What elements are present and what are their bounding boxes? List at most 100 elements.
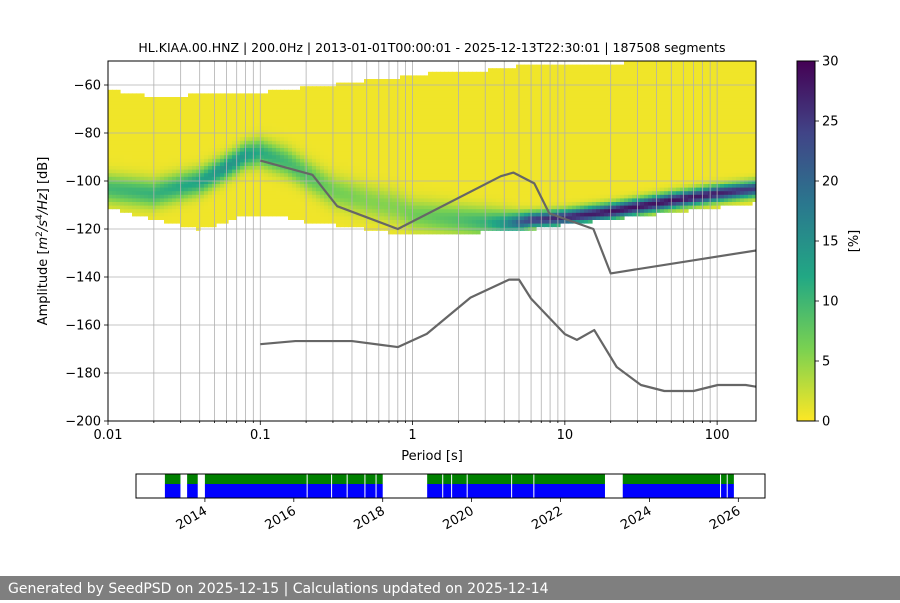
- density-cell: [568, 111, 573, 115]
- density-cell: [228, 201, 233, 205]
- density-cell: [384, 140, 389, 144]
- density-cell: [352, 122, 357, 126]
- density-cell: [556, 79, 561, 83]
- density-cell: [184, 151, 189, 155]
- density-cell: [252, 187, 257, 191]
- density-cell: [244, 122, 249, 126]
- density-cell: [204, 111, 209, 115]
- density-cell: [284, 126, 289, 130]
- density-cell: [376, 165, 381, 169]
- density-cell: [204, 158, 209, 162]
- density-cell: [392, 79, 397, 83]
- density-cell: [320, 155, 325, 159]
- density-cell: [516, 137, 521, 141]
- density-cell: [528, 155, 533, 159]
- density-cell: [320, 169, 325, 173]
- density-cell: [588, 79, 593, 83]
- density-cell: [208, 183, 213, 187]
- density-cell: [252, 169, 257, 173]
- density-cell: [544, 223, 549, 227]
- density-cell: [132, 187, 137, 191]
- density-cell: [520, 151, 525, 155]
- density-cell: [472, 115, 477, 119]
- density-cell: [368, 201, 373, 205]
- density-cell: [452, 93, 457, 97]
- density-cell: [136, 201, 141, 205]
- density-cell: [476, 119, 481, 123]
- density-cell: [600, 205, 605, 209]
- density-cell: [520, 126, 525, 130]
- density-cell: [536, 79, 541, 83]
- density-cell: [156, 209, 161, 213]
- density-cell: [568, 205, 573, 209]
- density-cell: [116, 140, 121, 144]
- density-cell: [108, 137, 113, 141]
- density-cell: [276, 108, 281, 112]
- density-cell: [496, 68, 501, 72]
- density-cell: [448, 144, 453, 148]
- density-cell: [128, 205, 133, 209]
- density-cell: [520, 140, 525, 144]
- density-cell: [356, 162, 361, 166]
- density-cell: [336, 122, 341, 126]
- density-cell: [160, 212, 165, 216]
- density-cell: [168, 209, 173, 213]
- density-cell: [208, 194, 213, 198]
- density-cell: [148, 201, 153, 205]
- density-cell: [188, 101, 193, 105]
- density-cell: [216, 205, 221, 209]
- density-cell: [516, 183, 521, 187]
- density-cell: [384, 104, 389, 108]
- density-cell: [460, 165, 465, 169]
- density-cell: [208, 93, 213, 97]
- density-cell: [300, 180, 305, 184]
- density-cell: [156, 151, 161, 155]
- density-cell: [520, 133, 525, 137]
- density-cell: [516, 79, 521, 83]
- density-cell: [296, 122, 301, 126]
- density-cell: [108, 97, 113, 101]
- density-cell: [228, 212, 233, 216]
- density-cell: [568, 194, 573, 198]
- density-cell: [240, 104, 245, 108]
- density-cell: [296, 101, 301, 105]
- density-cell: [524, 147, 529, 151]
- density-cell: [440, 155, 445, 159]
- density-cell: [376, 158, 381, 162]
- density-cell: [520, 93, 525, 97]
- density-cell: [396, 198, 401, 202]
- density-cell: [264, 155, 269, 159]
- density-cell: [364, 169, 369, 173]
- density-cell: [248, 173, 253, 177]
- density-cell: [588, 219, 593, 223]
- density-cell: [600, 212, 605, 216]
- density-cell: [280, 176, 285, 180]
- density-cell: [560, 119, 565, 123]
- density-cell: [532, 191, 537, 195]
- density-cell: [468, 79, 473, 83]
- density-cell: [360, 158, 365, 162]
- density-cell: [264, 191, 269, 195]
- density-cell: [364, 111, 369, 115]
- density-cell: [172, 140, 177, 144]
- density-cell: [444, 212, 449, 216]
- density-cell: [480, 122, 485, 126]
- density-cell: [380, 151, 385, 155]
- density-cell: [508, 180, 513, 184]
- density-cell: [472, 223, 477, 227]
- density-cell: [324, 151, 329, 155]
- density-cell: [504, 75, 509, 79]
- density-cell: [372, 155, 377, 159]
- density-cell: [240, 209, 245, 213]
- density-cell: [560, 183, 565, 187]
- density-cell: [416, 108, 421, 112]
- density-cell: [464, 165, 469, 169]
- density-cell: [308, 155, 313, 159]
- density-cell: [540, 126, 545, 130]
- density-cell: [444, 86, 449, 90]
- density-cell: [268, 180, 273, 184]
- density-cell: [144, 201, 149, 205]
- density-cell: [328, 151, 333, 155]
- density-cell: [480, 111, 485, 115]
- density-cell: [172, 176, 177, 180]
